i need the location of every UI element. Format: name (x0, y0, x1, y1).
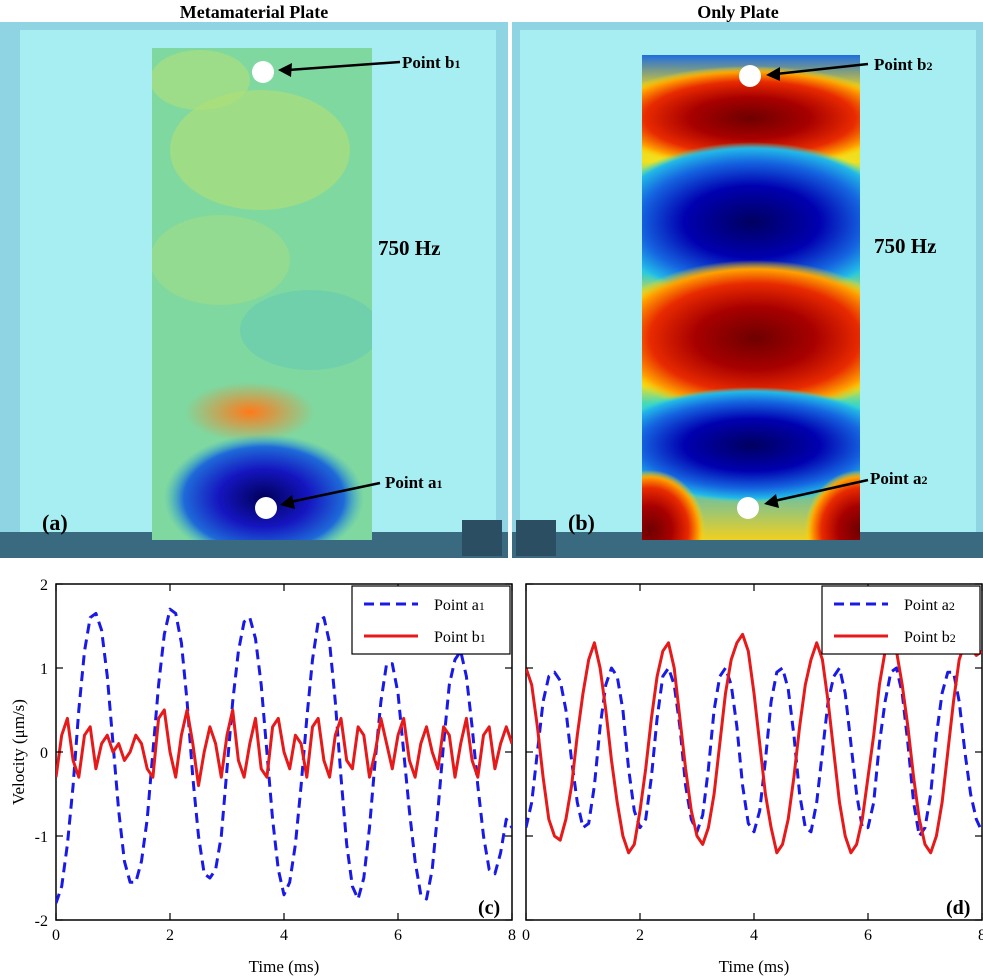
point-b1-arrowhead (278, 63, 292, 77)
y-tick-label: 1 (40, 661, 48, 678)
series-line-b (56, 708, 512, 788)
y-tick-label: 2 (40, 577, 48, 594)
point-a1-marker (255, 497, 277, 519)
x-tick-label: 0 (52, 927, 60, 944)
point-b1-label: Point b1 (402, 53, 460, 72)
point-b2-arrowhead (766, 67, 780, 81)
y-axis-label: Velocity (μm/s) (9, 699, 28, 805)
heatmap-metamaterial (152, 48, 372, 540)
clamp (516, 520, 556, 556)
velocity-chart-d: 0 2 4 6 8 Time (ms) (d) Point a2 Point b2 (522, 583, 983, 976)
series-line-b (526, 632, 982, 855)
legend-label: Point a1 (434, 597, 485, 614)
panel-a: Point b1 Point a1 750 Hz (a) (0, 22, 508, 558)
panel-label: (d) (946, 897, 970, 919)
point-a1-arrowhead (280, 495, 295, 509)
axis-ticks: 0 2 4 6 8 -2 -1 0 1 2 (35, 577, 516, 944)
velocity-chart-c: 0 2 4 6 8 -2 -1 0 1 2 Velocity (μm/s) Time (ms) (… (9, 577, 516, 976)
point-a2-marker (737, 497, 759, 519)
y-tick-label: -1 (35, 829, 48, 846)
x-axis-label: Time (ms) (249, 957, 320, 976)
legend-box (821, 585, 981, 655)
x-axis-label: Time (ms) (719, 957, 790, 976)
panel-label: (a) (42, 510, 68, 535)
point-b1-arrow (287, 60, 401, 72)
x-tick-label: 8 (508, 927, 516, 944)
heatmap-only-plate (642, 55, 860, 540)
x-tick-label: 8 (978, 927, 983, 944)
point-a2-arrow (773, 478, 869, 503)
x-tick-label: 2 (166, 927, 174, 944)
legend-label: Point b1 (434, 629, 486, 646)
panel-b: Point b2 Point a2 750 Hz (b) (512, 22, 983, 558)
frequency-label: 750 Hz (874, 234, 936, 258)
point-a1-arrow (289, 481, 381, 504)
x-tick-label: 2 (636, 927, 644, 944)
series-lines (56, 607, 512, 904)
point-b2-arrow (775, 62, 869, 76)
legend: Point a2 Point b2 (821, 585, 981, 655)
panel-label: (c) (478, 897, 500, 919)
y-tick-label: -2 (35, 913, 48, 930)
series-lines (526, 632, 982, 855)
series-line-a (56, 607, 512, 904)
panel-label: (b) (568, 510, 595, 535)
y-tick-label: 0 (40, 745, 48, 762)
x-tick-label: 4 (750, 927, 758, 944)
legend-label: Point b2 (904, 629, 956, 646)
panel-b-title: Only Plate (697, 2, 779, 22)
legend-box (351, 585, 511, 655)
x-tick-label: 6 (394, 927, 402, 944)
panel-a-title: Metamaterial Plate (180, 2, 328, 22)
x-tick-label: 6 (864, 927, 872, 944)
point-a1-label: Point a1 (385, 473, 442, 492)
clamp (462, 520, 502, 556)
point-a2-arrowhead (764, 494, 779, 508)
point-b1-marker (252, 61, 274, 83)
point-b2-marker (739, 65, 761, 87)
point-a2-label: Point a2 (870, 469, 927, 488)
point-b2-label: Point b2 (874, 55, 932, 74)
frequency-label: 750 Hz (378, 236, 440, 260)
legend-label: Point a2 (904, 597, 955, 614)
axis-ticks: 0 2 4 6 8 (522, 583, 983, 944)
x-tick-label: 0 (522, 927, 530, 944)
x-tick-label: 4 (280, 927, 288, 944)
legend: Point a1 Point b1 (351, 585, 511, 655)
series-line-a (526, 666, 982, 838)
